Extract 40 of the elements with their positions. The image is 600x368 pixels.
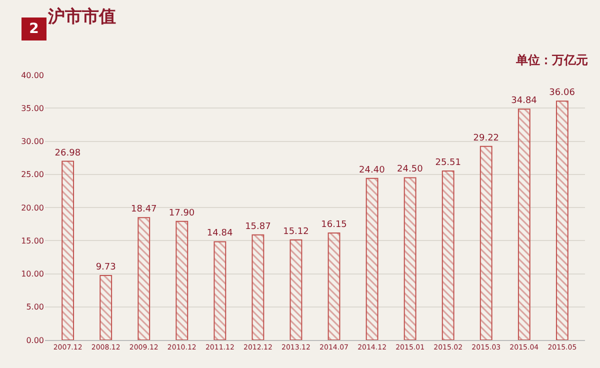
- bar: [62, 160, 74, 340]
- y-tick-label: 15.00: [21, 236, 44, 246]
- data-label: 26.98: [54, 148, 81, 158]
- y-tick-label: 25.00: [21, 170, 44, 180]
- bar: [176, 220, 188, 340]
- bar: [366, 178, 378, 340]
- data-label: 24.50: [397, 164, 424, 175]
- y-tick-label: 30.00: [21, 137, 44, 146]
- bar: [404, 177, 416, 340]
- chart-title: 沪市市值: [47, 7, 116, 27]
- bar: [290, 239, 302, 340]
- y-tick-label: 35.00: [21, 104, 44, 113]
- data-label: 16.15: [321, 220, 347, 230]
- data-label: 36.06: [549, 88, 576, 98]
- data-label: 34.84: [511, 96, 538, 106]
- bar: [252, 234, 264, 340]
- data-label: 29.22: [473, 133, 500, 144]
- y-tick-label: 0.00: [26, 336, 44, 345]
- y-tick-label: 10.00: [21, 270, 44, 279]
- y-tick-label: 40.00: [21, 70, 44, 80]
- data-label: 17.90: [168, 208, 195, 218]
- data-label: 25.51: [435, 158, 461, 168]
- data-label: 18.47: [130, 204, 157, 215]
- data-label: 24.40: [359, 165, 386, 176]
- data-label: 15.12: [283, 226, 309, 237]
- bar: [518, 108, 530, 340]
- bar: [100, 275, 112, 340]
- bar: [556, 100, 568, 340]
- text: 2: [29, 21, 39, 37]
- bar: [480, 146, 492, 340]
- bar: [138, 217, 150, 340]
- y-tick-label: 5.00: [26, 302, 44, 312]
- text: 单位：万亿元: [515, 53, 588, 67]
- bar: [214, 241, 226, 340]
- data-label: 9.73: [96, 262, 116, 273]
- data-label: 14.84: [206, 228, 233, 239]
- y-tick-label: 20.00: [21, 203, 44, 212]
- bar: [442, 170, 454, 340]
- bar: [328, 232, 340, 340]
- data-label: 15.87: [245, 222, 271, 232]
